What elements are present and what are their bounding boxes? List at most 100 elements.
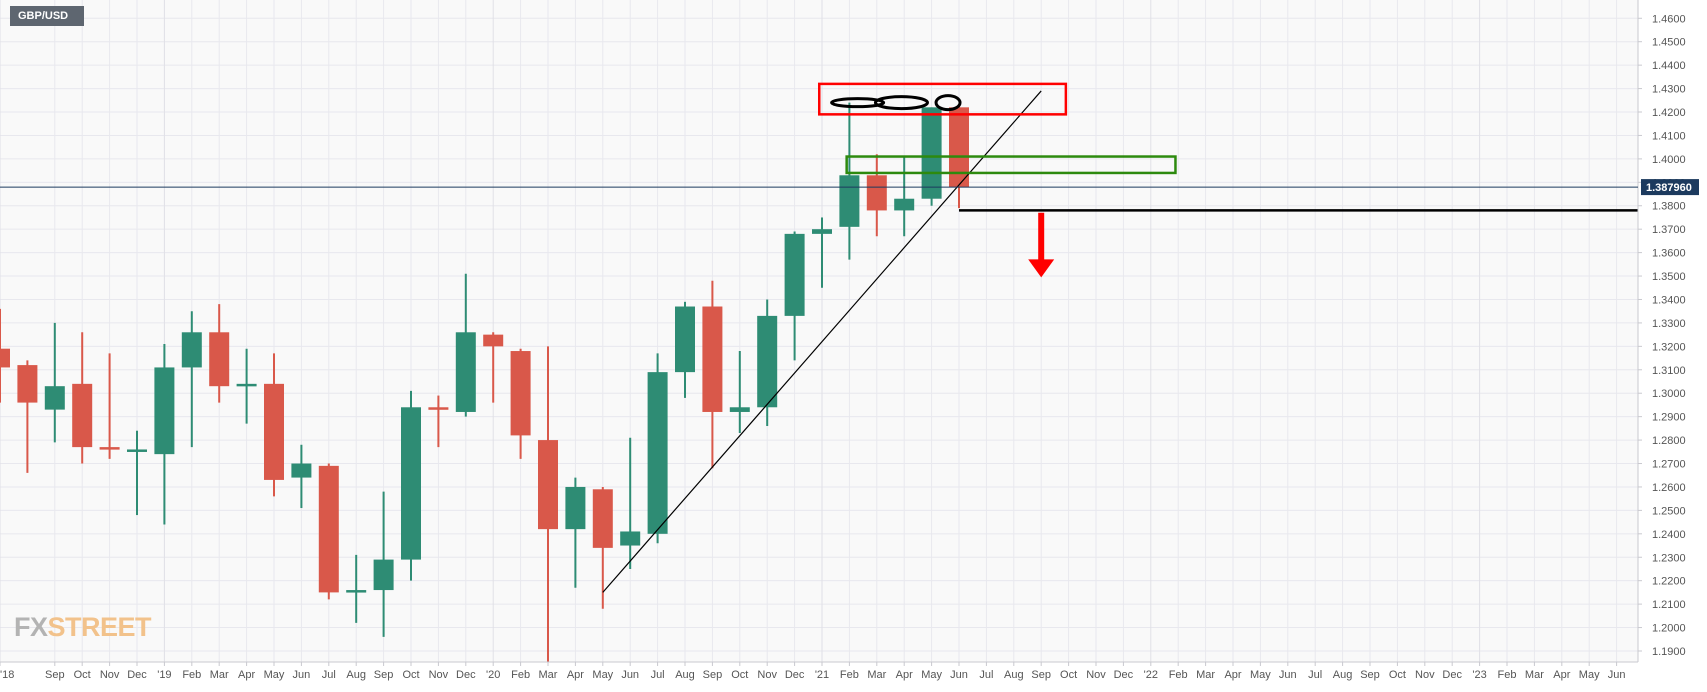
candle xyxy=(209,304,230,403)
candle-body xyxy=(729,407,750,412)
candle-body xyxy=(483,334,504,347)
candle xyxy=(264,353,284,497)
x-tick-label: Dec xyxy=(1114,669,1134,681)
candle xyxy=(0,308,10,403)
candle xyxy=(346,554,367,623)
x-tick-label: Nov xyxy=(757,669,777,681)
y-tick-label: 1.3100 xyxy=(1652,365,1686,377)
fxstreet-logo: FXSTREET xyxy=(14,612,152,643)
trendline xyxy=(602,90,1042,593)
x-tick-label: Aug xyxy=(675,669,695,681)
y-tick-label: 1.1900 xyxy=(1652,646,1686,658)
candle-body xyxy=(154,367,175,455)
candle xyxy=(866,154,887,237)
logo-part-fx: FX xyxy=(14,612,48,642)
x-tick-label: Jul xyxy=(651,669,665,681)
x-tick-label: Oct xyxy=(1060,669,1077,681)
x-tick-label: Jul xyxy=(322,669,336,681)
x-tick-label: Jun xyxy=(1279,669,1297,681)
x-tick-label: Mar xyxy=(1525,669,1544,681)
y-tick-label: 1.2700 xyxy=(1652,459,1686,471)
x-tick-label: Apr xyxy=(1224,669,1241,681)
candle-body xyxy=(620,531,641,546)
y-tick-label: 1.4500 xyxy=(1652,37,1686,49)
down-arrow-head xyxy=(1028,259,1055,278)
candle xyxy=(538,346,558,662)
x-tick-label: Apr xyxy=(238,669,255,681)
candle-body xyxy=(921,107,942,199)
x-tick-label: Sep xyxy=(45,669,65,681)
candle-body xyxy=(401,407,421,560)
x-tick-label: Oct xyxy=(402,669,419,681)
candle-body xyxy=(510,351,531,436)
x-tick-label: Dec xyxy=(456,669,476,681)
symbol-badge: GBP/USD xyxy=(10,6,84,26)
candle xyxy=(318,463,339,600)
y-tick-label: 1.3600 xyxy=(1652,248,1686,260)
candle-body xyxy=(565,486,586,530)
current-price-tag xyxy=(1641,179,1699,196)
y-tick-label: 1.3500 xyxy=(1652,271,1686,283)
x-tick-label: May xyxy=(264,669,285,681)
candle xyxy=(236,348,257,424)
x-tick-label: Feb xyxy=(840,669,859,681)
candle-body xyxy=(17,365,38,403)
candles xyxy=(0,102,969,662)
annotations xyxy=(602,82,1638,593)
y-tick-label: 1.2800 xyxy=(1652,435,1686,447)
candle xyxy=(428,395,449,448)
candle xyxy=(510,348,531,459)
y-tick-label: 1.2200 xyxy=(1652,576,1686,588)
candle-body xyxy=(702,306,723,412)
candle-body xyxy=(291,463,312,478)
candle-body xyxy=(757,315,778,408)
candle xyxy=(620,437,641,569)
x-tick-label: Nov xyxy=(100,669,120,681)
x-tick-label: Apr xyxy=(896,669,913,681)
candle-body xyxy=(784,233,805,316)
x-tick-label: May xyxy=(1250,669,1271,681)
x-tick-label: Sep xyxy=(1360,669,1380,681)
x-tick-label: May xyxy=(921,669,942,681)
x-tick-label: Jul xyxy=(1308,669,1322,681)
x-tick-label: '22 xyxy=(1144,669,1158,681)
x-tick-label: Nov xyxy=(429,669,449,681)
candle xyxy=(565,477,586,588)
candle-body xyxy=(264,383,284,480)
y-tick-label: 1.3000 xyxy=(1652,388,1686,400)
y-tick-label: 1.2100 xyxy=(1652,599,1686,611)
x-tick-label: Jun xyxy=(950,669,968,681)
x-tick-label: Dec xyxy=(127,669,147,681)
x-tick-label: Dec xyxy=(1442,669,1462,681)
x-tick-label: Jun xyxy=(621,669,639,681)
candle-body xyxy=(839,175,860,227)
candle xyxy=(99,353,120,459)
x-tick-label: '21 xyxy=(815,669,829,681)
candle-body xyxy=(44,386,65,410)
y-tick-label: 1.3800 xyxy=(1652,201,1686,213)
candle xyxy=(702,280,723,469)
y-tick-label: 1.3200 xyxy=(1652,341,1686,353)
candle-body xyxy=(0,348,10,368)
candle-body xyxy=(455,332,476,412)
x-tick-label: '23 xyxy=(1472,669,1486,681)
candle xyxy=(483,332,504,403)
candle xyxy=(784,231,805,361)
time-axis: '18 Sep Oct Nov Dec '19 Feb Mar Apr May Jun Jul Aug S… xyxy=(0,662,1625,681)
candle-body xyxy=(318,465,339,593)
candle-body xyxy=(127,449,147,452)
x-tick-label: Dec xyxy=(785,669,805,681)
y-tick-label: 1.4200 xyxy=(1652,107,1686,119)
x-tick-label: Feb xyxy=(182,669,201,681)
candle xyxy=(455,273,476,417)
candle xyxy=(44,322,65,443)
candle xyxy=(812,217,832,288)
x-tick-label: Oct xyxy=(74,669,91,681)
x-tick-label: May xyxy=(592,669,613,681)
candle-body xyxy=(72,383,93,448)
candle xyxy=(839,102,860,260)
candle-body xyxy=(894,198,915,211)
support-box xyxy=(845,155,1177,175)
